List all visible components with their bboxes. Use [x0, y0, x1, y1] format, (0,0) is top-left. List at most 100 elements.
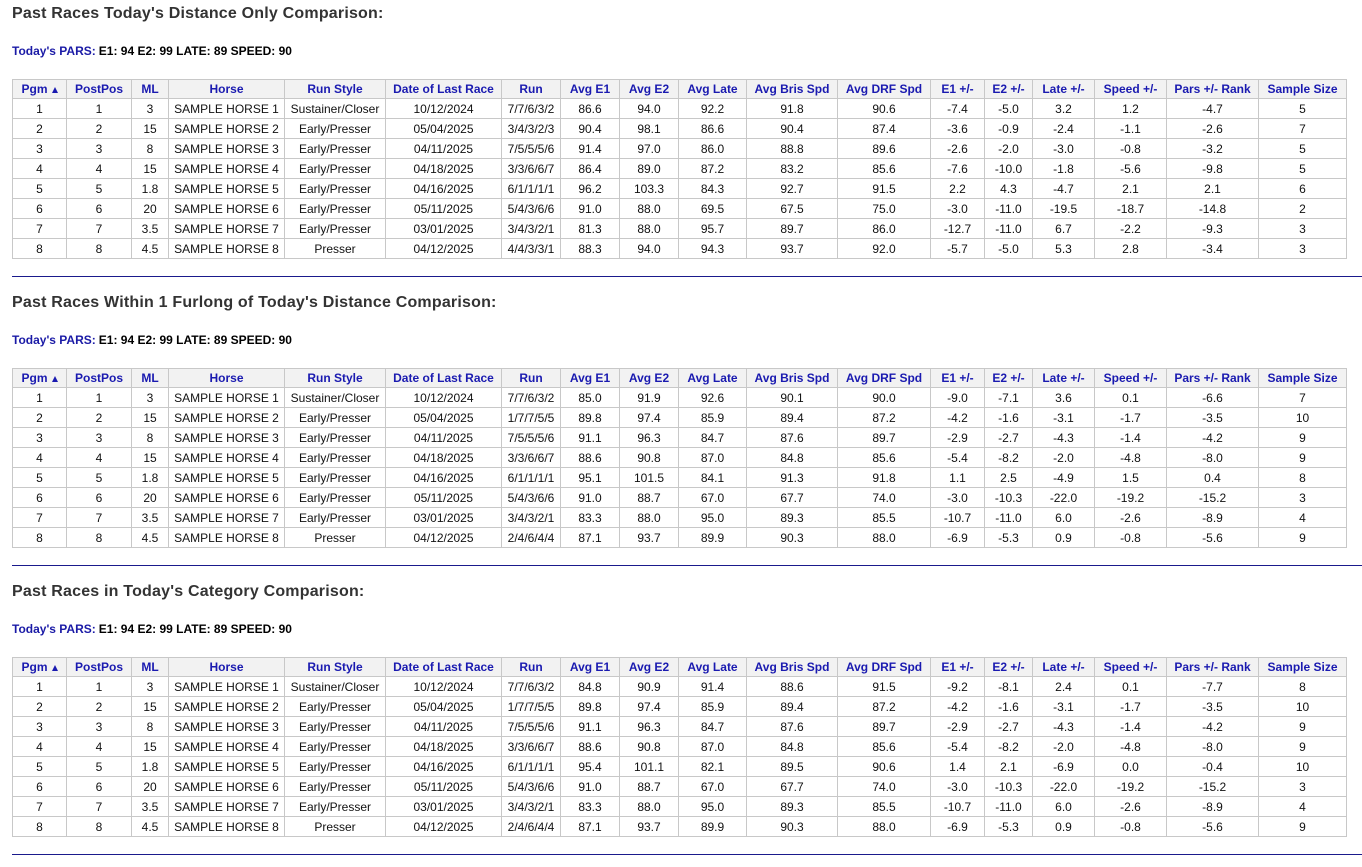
- column-header[interactable]: PostPos: [66, 657, 132, 677]
- table-cell: -0.8: [1094, 138, 1167, 159]
- column-header[interactable]: Run: [501, 368, 561, 388]
- column-header[interactable]: E2 +/-: [984, 368, 1033, 388]
- column-header[interactable]: Date of Last Race: [385, 79, 502, 99]
- table-cell: 15: [131, 158, 169, 179]
- column-header[interactable]: Avg E2: [619, 657, 679, 677]
- table-cell: -3.0: [930, 198, 985, 219]
- column-header[interactable]: Horse: [168, 79, 285, 99]
- table-cell: -1.4: [1094, 716, 1167, 737]
- table-cell: 90.9: [619, 676, 679, 697]
- table-cell: Presser: [284, 816, 386, 837]
- column-header[interactable]: Sample Size: [1258, 368, 1347, 388]
- column-header[interactable]: PostPos: [66, 368, 132, 388]
- table-cell: -1.1: [1094, 118, 1167, 139]
- column-header[interactable]: Late +/-: [1032, 368, 1095, 388]
- column-header[interactable]: Avg Bris Spd: [746, 79, 838, 99]
- column-header[interactable]: Pars +/- Rank: [1166, 657, 1259, 677]
- column-header[interactable]: Run Style: [284, 368, 386, 388]
- table-cell: 0.4: [1166, 467, 1259, 488]
- table-cell: 96.3: [619, 716, 679, 737]
- column-header[interactable]: ML: [131, 657, 169, 677]
- column-header[interactable]: Date of Last Race: [385, 368, 502, 388]
- column-header[interactable]: Avg E2: [619, 368, 679, 388]
- column-header[interactable]: E2 +/-: [984, 657, 1033, 677]
- column-header[interactable]: Run Style: [284, 79, 386, 99]
- column-header[interactable]: Avg Late: [678, 79, 747, 99]
- column-header[interactable]: Run Style: [284, 657, 386, 677]
- column-header[interactable]: Sample Size: [1258, 657, 1347, 677]
- table-cell: 91.5: [837, 178, 931, 199]
- table-cell: -3.6: [930, 118, 985, 139]
- column-header[interactable]: Avg DRF Spd: [837, 79, 931, 99]
- table-cell: 67.5: [746, 198, 838, 219]
- table-cell: SAMPLE HORSE 7: [168, 796, 285, 817]
- table-cell: 3: [1258, 776, 1347, 797]
- column-header[interactable]: ML: [131, 368, 169, 388]
- table-cell: 3/3/6/6/7: [501, 447, 561, 468]
- column-header[interactable]: Avg E2: [619, 79, 679, 99]
- column-header[interactable]: Horse: [168, 657, 285, 677]
- column-header[interactable]: Avg DRF Spd: [837, 368, 931, 388]
- table-cell: -3.5: [1166, 696, 1259, 717]
- column-header[interactable]: Speed +/-: [1094, 368, 1167, 388]
- column-header[interactable]: Avg E1: [560, 79, 620, 99]
- table-row: 1 1 3 SAMPLE HORSE 1 Sustainer/Closer 10/12/2…: [12, 387, 1347, 408]
- table-cell: 8: [131, 716, 169, 737]
- column-header[interactable]: Pgm: [12, 79, 67, 99]
- table-cell: -2.0: [984, 138, 1033, 159]
- table-cell: 3.6: [1032, 387, 1095, 408]
- column-header[interactable]: Pgm: [12, 657, 67, 677]
- column-header[interactable]: Pgm: [12, 368, 67, 388]
- table-cell: 89.3: [746, 796, 838, 817]
- header-row: Pgm PostPos ML Horse Run Style Date of Last R…: [12, 657, 1347, 677]
- table-cell: 5/4/3/6/6: [501, 198, 561, 219]
- table-cell: -22.0: [1032, 776, 1095, 797]
- table-cell: 3/3/6/6/7: [501, 158, 561, 179]
- table-cell: SAMPLE HORSE 2: [168, 696, 285, 717]
- pars-values: E1: 94 E2: 99 LATE: 89 SPEED: 90: [98, 44, 292, 58]
- table-cell: 88.0: [619, 507, 679, 528]
- column-header[interactable]: Run: [501, 79, 561, 99]
- header-text: Pars +/- Rank: [1174, 371, 1251, 385]
- column-header[interactable]: Late +/-: [1032, 657, 1095, 677]
- table-cell: 1: [66, 676, 132, 697]
- table-cell: 91.1: [560, 716, 620, 737]
- column-header[interactable]: E1 +/-: [930, 368, 985, 388]
- table-row: 3 3 8 SAMPLE HORSE 3 Early/Presser 04/11/2025…: [12, 427, 1347, 448]
- column-header[interactable]: Pars +/- Rank: [1166, 79, 1259, 99]
- table-cell: -15.2: [1166, 776, 1259, 797]
- table-cell: -4.3: [1032, 427, 1095, 448]
- column-header[interactable]: Avg Late: [678, 368, 747, 388]
- table-cell: 10/12/2024: [385, 676, 502, 697]
- column-header[interactable]: Horse: [168, 368, 285, 388]
- table-cell: 5/4/3/6/6: [501, 776, 561, 797]
- column-header[interactable]: Late +/-: [1032, 79, 1095, 99]
- column-header[interactable]: Avg Bris Spd: [746, 368, 838, 388]
- table-cell: -4.2: [1166, 427, 1259, 448]
- column-header[interactable]: E2 +/-: [984, 79, 1033, 99]
- header-text: Late +/-: [1042, 660, 1085, 674]
- column-header[interactable]: Avg DRF Spd: [837, 657, 931, 677]
- column-header[interactable]: Avg E1: [560, 368, 620, 388]
- column-header[interactable]: Pars +/- Rank: [1166, 368, 1259, 388]
- column-header[interactable]: PostPos: [66, 79, 132, 99]
- table-cell: 85.0: [560, 387, 620, 408]
- column-header[interactable]: Date of Last Race: [385, 657, 502, 677]
- column-header[interactable]: Avg Late: [678, 657, 747, 677]
- table-cell: 94.0: [619, 98, 679, 119]
- table-cell: SAMPLE HORSE 5: [168, 756, 285, 777]
- table-cell: -8.0: [1166, 447, 1259, 468]
- column-header[interactable]: Speed +/-: [1094, 79, 1167, 99]
- column-header[interactable]: Avg E1: [560, 657, 620, 677]
- column-header[interactable]: Sample Size: [1258, 79, 1347, 99]
- table-cell: -8.9: [1166, 507, 1259, 528]
- column-header[interactable]: Run: [501, 657, 561, 677]
- column-header[interactable]: Avg Bris Spd: [746, 657, 838, 677]
- table-cell: 2: [66, 407, 132, 428]
- table-cell: SAMPLE HORSE 2: [168, 407, 285, 428]
- column-header[interactable]: ML: [131, 79, 169, 99]
- table-cell: Early/Presser: [284, 138, 386, 159]
- column-header[interactable]: E1 +/-: [930, 657, 985, 677]
- column-header[interactable]: Speed +/-: [1094, 657, 1167, 677]
- column-header[interactable]: E1 +/-: [930, 79, 985, 99]
